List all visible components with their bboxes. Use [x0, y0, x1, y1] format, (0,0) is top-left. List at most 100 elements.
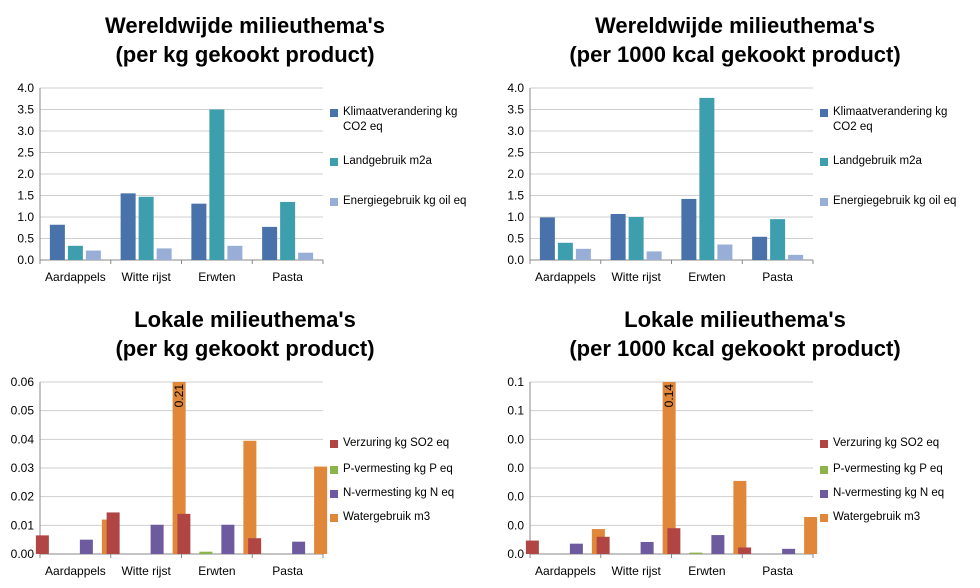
chart-title-line1: Lokale milieuthema's: [624, 307, 846, 332]
bar: [172, 382, 186, 554]
legend-label: P-vermesting kg P eq: [343, 463, 453, 475]
chart-title-line2: (per kg gekookt product): [115, 42, 375, 67]
bar: [662, 382, 676, 554]
y-tick-label: 2.0: [17, 167, 34, 181]
y-tick-label: 0.0: [507, 490, 524, 504]
bar: [557, 242, 573, 260]
x-tick-label: Witte rijst: [611, 270, 661, 284]
bar: [711, 535, 725, 554]
y-tick-label: 0.5: [17, 232, 34, 246]
chart-plot: 0.0 0.0 0.0 0.0 0.0 0.1 0.1 Aardappels Witte rij…: [507, 375, 818, 578]
bar: [717, 244, 733, 260]
legend-swatch: [820, 466, 828, 474]
bar: [85, 250, 101, 260]
bar: [138, 196, 154, 260]
legend-label: Verzuring kg SO2 eq: [833, 437, 940, 449]
y-tick-label: 3.5: [17, 103, 34, 117]
chart-title-line2: (per 1000 kcal gekookt product): [569, 42, 901, 67]
legend-swatch: [330, 440, 338, 448]
bar: [314, 466, 328, 554]
y-tick-label: 3.0: [507, 124, 524, 138]
legend-swatch: [330, 109, 338, 117]
bar: [569, 543, 583, 554]
bar: [280, 201, 296, 260]
legend-label: Watergebruik m3: [343, 511, 431, 523]
y-tick-label: 1.5: [507, 189, 524, 203]
data-label: 0.21: [172, 384, 186, 408]
legend-swatch: [820, 198, 828, 206]
legend-label: Energiegebruik kg oil eq: [833, 195, 957, 207]
bar: [156, 248, 172, 260]
legend-label: P-vermesting kg P eq: [833, 463, 943, 475]
data-label: 0.14: [662, 384, 676, 408]
bar: [646, 251, 662, 260]
x-tick-label: Pasta: [272, 270, 303, 284]
bar: [248, 538, 262, 554]
y-tick-label: 3.5: [507, 103, 524, 117]
y-tick-label: 0.05: [11, 404, 35, 418]
bar: [733, 480, 747, 554]
chart-title-line1: Wereldwijde milieuthema's: [595, 13, 875, 38]
bar: [243, 440, 257, 554]
legend-label: Klimaatverandering kg CO2 eq: [833, 106, 948, 133]
bar: [575, 248, 591, 260]
bar: [209, 109, 225, 260]
bar: [292, 541, 306, 554]
bar: [640, 541, 654, 554]
legend-swatch: [820, 514, 828, 522]
bar: [804, 517, 818, 554]
chart-global-per-kg: Wereldwijde milieuthema's (per kg gekook…: [0, 0, 490, 294]
bar: [298, 252, 314, 260]
y-tick-label: 0.0: [507, 432, 524, 446]
bar: [120, 193, 136, 260]
bar: [788, 254, 804, 260]
y-tick-label: 1.5: [17, 189, 34, 203]
x-tick-label: Pasta: [762, 564, 793, 578]
y-tick-label: 0.01: [11, 518, 35, 532]
bar: [262, 226, 278, 260]
legend-label: N-vermesting kg N eq: [833, 487, 945, 499]
legend-label: Landgebruik m2a: [343, 155, 432, 167]
legend-swatch: [330, 198, 338, 206]
bar: [667, 528, 681, 554]
bar: [596, 536, 610, 554]
chart-title-line1: Wereldwijde milieuthema's: [105, 13, 385, 38]
y-tick-label: 0.1: [507, 404, 524, 418]
y-tick-label: 0.0: [507, 518, 524, 532]
y-tick-label: 1.0: [17, 210, 34, 224]
x-tick-label: Erwten: [688, 564, 725, 578]
legend-swatch: [820, 158, 828, 166]
y-tick-label: 3.0: [17, 124, 34, 138]
y-tick-label: 0.0: [17, 253, 34, 267]
bar: [67, 245, 83, 260]
bar: [191, 203, 207, 260]
chart-local-per-kg: Lokale milieuthema's (per kg gekookt pro…: [0, 294, 490, 588]
y-tick-label: 2.5: [17, 146, 34, 160]
bar: [150, 524, 164, 554]
bar: [699, 97, 715, 260]
bar: [752, 236, 768, 260]
bar: [221, 524, 235, 554]
y-tick-label: 0.5: [507, 232, 524, 246]
bar: [199, 551, 213, 554]
y-tick-label: 0.0: [507, 461, 524, 475]
legend-swatch: [330, 158, 338, 166]
x-tick-label: Witte rijst: [121, 564, 171, 578]
x-tick-label: Witte rijst: [121, 270, 171, 284]
y-tick-label: 0.04: [11, 432, 35, 446]
y-tick-label: 4.0: [17, 81, 34, 95]
bar: [79, 539, 93, 554]
chart-plot: 0.00 0.01 0.02 0.03 0.04 0.05 0.06 Aardappels Wi…: [11, 375, 328, 578]
bar: [628, 217, 644, 260]
y-tick-label: 2.5: [507, 146, 524, 160]
bar: [738, 547, 752, 554]
bar: [770, 219, 786, 260]
bar: [681, 198, 697, 260]
chart-title-line2: (per kg gekookt product): [115, 336, 375, 361]
x-tick-label: Aardappels: [45, 270, 106, 284]
bar: [35, 535, 49, 554]
x-tick-label: Pasta: [762, 270, 793, 284]
legend-swatch: [820, 109, 828, 117]
y-tick-label: 0.06: [11, 375, 35, 389]
legend-label: Watergebruik m3: [833, 511, 921, 523]
